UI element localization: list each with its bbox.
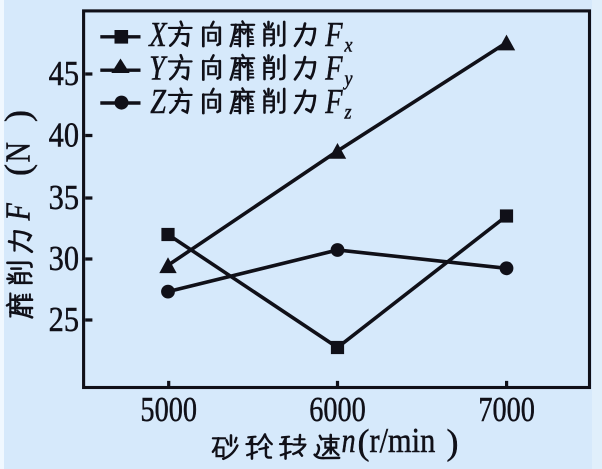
- svg-text:(: (: [358, 422, 370, 462]
- svg-text:r/min: r/min: [370, 422, 436, 460]
- svg-text:Z: Z: [150, 82, 166, 120]
- svg-text:(: (: [0, 164, 38, 176]
- svg-text:F: F: [324, 49, 343, 87]
- svg-text:F: F: [324, 82, 343, 120]
- svg-text:F: F: [324, 15, 343, 53]
- svg-text:F: F: [0, 203, 37, 222]
- svg-text:6000: 6000: [309, 390, 366, 428]
- svg-text:n: n: [342, 421, 356, 459]
- svg-text:25: 25: [49, 301, 79, 339]
- svg-text:X: X: [147, 15, 168, 53]
- svg-text:35: 35: [49, 179, 79, 217]
- svg-text:5000: 5000: [140, 390, 197, 428]
- svg-text:40: 40: [49, 117, 79, 155]
- svg-text:y: y: [343, 68, 353, 90]
- svg-text:): ): [0, 110, 38, 122]
- svg-text:Y: Y: [149, 49, 168, 87]
- svg-text:30: 30: [49, 240, 79, 278]
- svg-text:z: z: [344, 102, 353, 124]
- svg-text:): ): [447, 422, 459, 462]
- svg-text:7000: 7000: [478, 390, 535, 428]
- svg-text:45: 45: [49, 55, 79, 93]
- svg-text:x: x: [344, 35, 353, 57]
- svg-text:N: N: [0, 142, 37, 163]
